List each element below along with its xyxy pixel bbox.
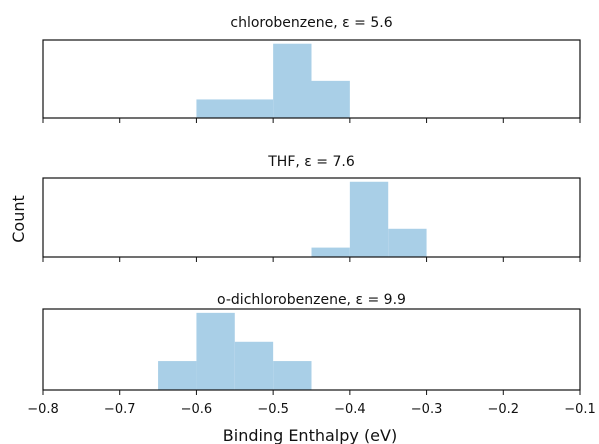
x-tick-label: −0.7 [104, 402, 136, 417]
histogram-bar [273, 43, 312, 118]
x-tick-label: −0.4 [334, 402, 366, 417]
x-tick-label: −0.6 [181, 402, 213, 417]
histogram-bar [311, 80, 350, 118]
histogram-bar [158, 361, 197, 390]
panel-title: chlorobenzene, ε = 5.6 [230, 15, 392, 31]
histogram-bar [196, 99, 274, 118]
x-tick-label: −0.1 [564, 402, 596, 417]
histogram-bar [388, 228, 427, 257]
x-tick-label: −0.2 [487, 402, 519, 417]
panel-frame [42, 308, 581, 391]
panel-3: o-dichlorobenzene, ε = 9.9 [42, 292, 581, 395]
histogram-bar [311, 247, 350, 257]
panel-title: o-dichlorobenzene, ε = 9.9 [217, 292, 406, 308]
x-axis: −0.8 −0.7 −0.6 −0.5 −0.4 −0.3 −0.2 −0.1 [27, 402, 596, 417]
panel-2: THF, ε = 7.6 [42, 154, 581, 262]
histogram-bar [234, 341, 274, 390]
y-axis-label: Count [9, 195, 28, 243]
x-axis-label: Binding Enthalpy (eV) [223, 426, 397, 444]
histogram-bar [273, 361, 312, 390]
panel-frame [42, 177, 581, 258]
histogram-bar [196, 312, 235, 390]
panel-frame [42, 39, 581, 119]
x-tick-label: −0.8 [27, 402, 59, 417]
histogram-bar [349, 181, 389, 257]
panel-1: chlorobenzene, ε = 5.6 [42, 15, 581, 123]
panel-title: THF, ε = 7.6 [267, 154, 355, 170]
panels: chlorobenzene, ε = 5.6 THF, ε = 7.6 o-dich… [42, 15, 581, 395]
x-tick-label: −0.5 [257, 402, 289, 417]
x-tick-label: −0.3 [411, 402, 443, 417]
